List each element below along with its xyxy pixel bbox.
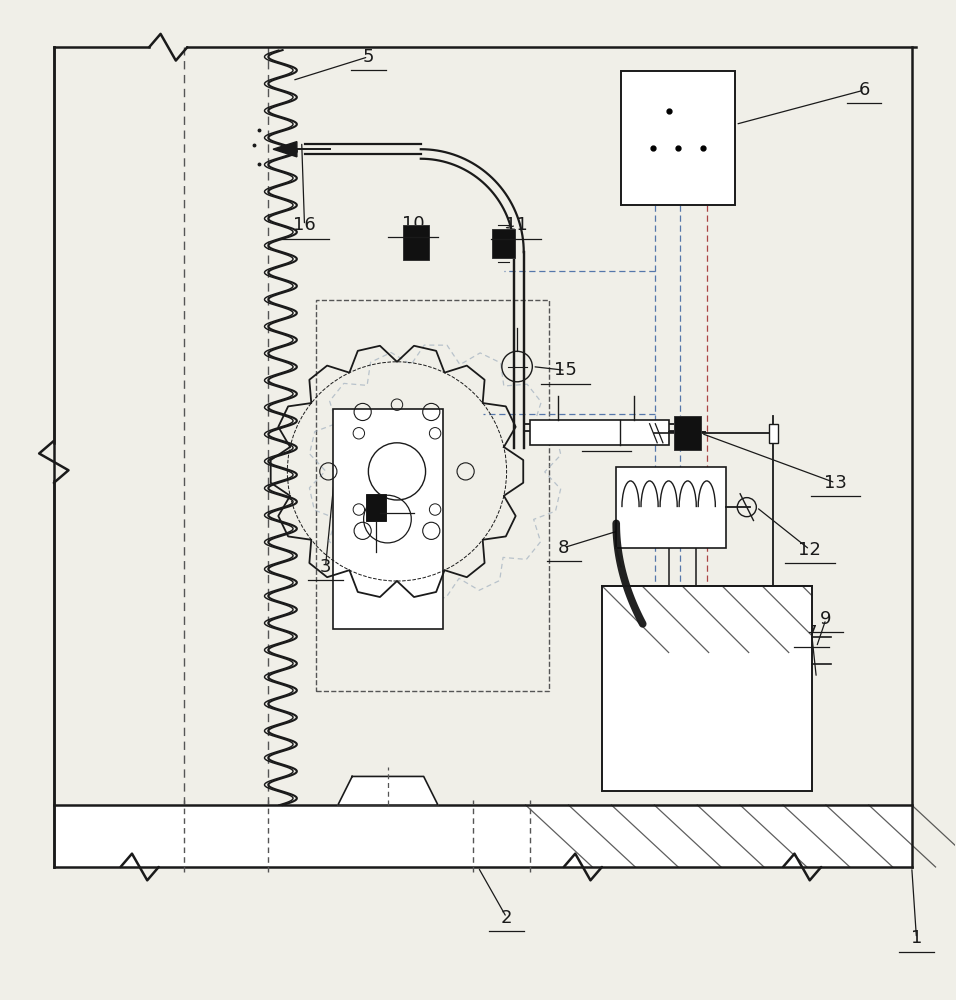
Bar: [531, 420, 668, 445]
Text: 5: 5: [362, 48, 374, 66]
Text: 7: 7: [806, 624, 817, 642]
Text: 9: 9: [820, 610, 832, 628]
Text: 15: 15: [554, 361, 577, 379]
Text: 3: 3: [319, 558, 331, 576]
Bar: [602, 586, 812, 791]
Text: 1: 1: [911, 929, 923, 947]
Text: 8: 8: [558, 539, 570, 557]
Bar: [492, 229, 515, 258]
Text: 16: 16: [293, 216, 315, 234]
Text: 11: 11: [505, 216, 528, 234]
Text: 4: 4: [391, 491, 402, 509]
Bar: [315, 300, 550, 691]
Bar: [365, 494, 386, 521]
Text: 10: 10: [402, 215, 424, 233]
Text: 13: 13: [824, 474, 847, 492]
Bar: [674, 416, 701, 450]
Text: 14: 14: [596, 429, 619, 447]
Text: 6: 6: [858, 81, 870, 99]
Polygon shape: [337, 776, 438, 805]
Bar: [617, 467, 726, 548]
Bar: [333, 409, 443, 629]
Polygon shape: [273, 142, 297, 157]
Text: 12: 12: [798, 541, 821, 559]
Bar: [769, 424, 778, 443]
Bar: [402, 225, 429, 260]
Text: 2: 2: [501, 909, 512, 927]
Bar: [621, 71, 735, 205]
